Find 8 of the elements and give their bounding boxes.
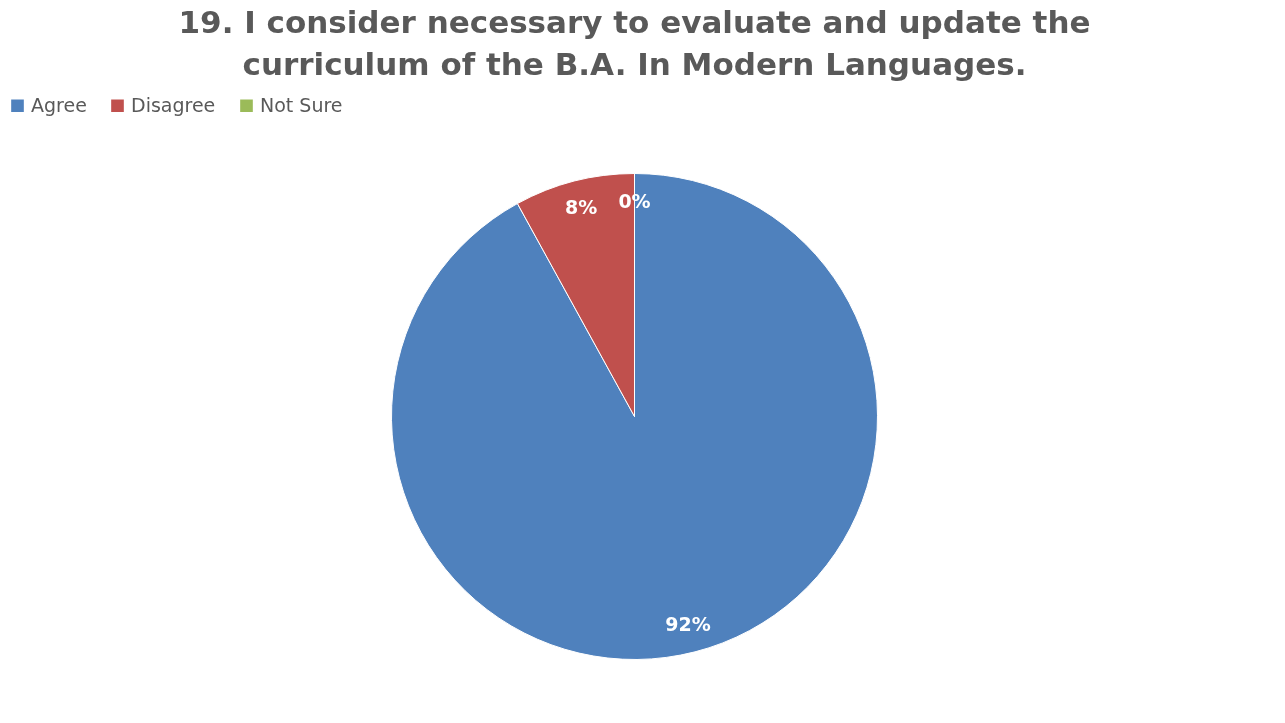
data-label: 8% [564, 196, 598, 219]
chart-title: 19. I consider necessary to evaluate and update the curriculum of the B.A. In Modern Languages. [178, 4, 1091, 82]
data-label: 92% [665, 612, 711, 635]
pie-slice [391, 173, 878, 660]
legend-label: Not Sure [260, 93, 343, 116]
text: 0% [618, 189, 651, 212]
legend-label: Agree [31, 93, 87, 116]
legend-label: Disagree [131, 93, 216, 116]
